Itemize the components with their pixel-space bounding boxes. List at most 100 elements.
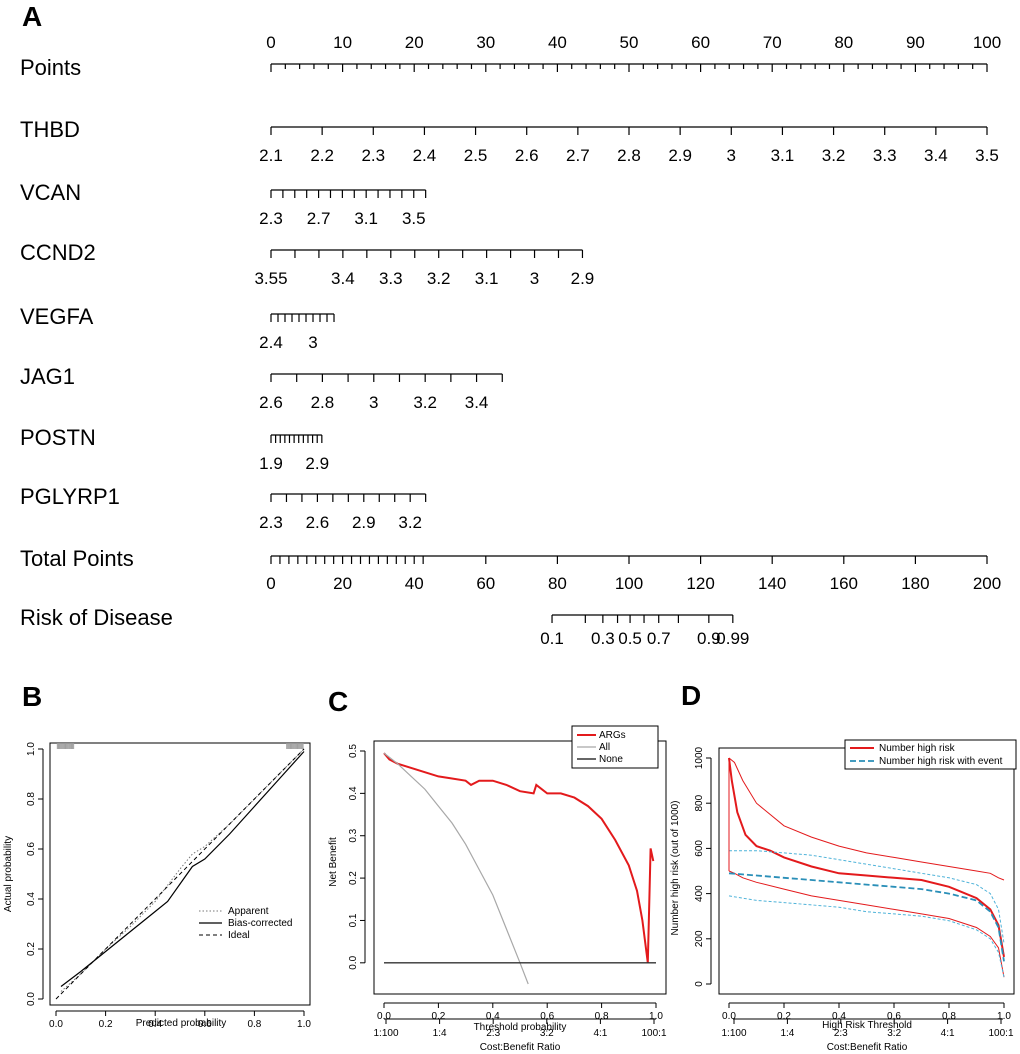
calibration-y-label: Actual probability — [3, 836, 14, 912]
risk-tick-label: 0.9 — [697, 629, 721, 648]
row-label-jag1: JAG1 — [20, 364, 75, 389]
ccnd2-tick-label: 3.4 — [331, 269, 355, 288]
thbd-tick-label: 2.2 — [310, 146, 334, 165]
thbd-tick-label: 3 — [727, 146, 736, 165]
row-label-total-points: Total Points — [20, 546, 134, 571]
vcan-tick-label: 2.7 — [307, 209, 331, 228]
dca-cost-benefit-label: 2:3 — [486, 1028, 500, 1039]
thbd-tick-label: 2.7 — [566, 146, 590, 165]
impact-line-number-high-risk-with-event-lower — [728, 895, 1005, 978]
calibration-y-tick-label: 0.4 — [26, 892, 37, 906]
calibration-x-label: Predicted probability — [136, 1018, 227, 1029]
calibration-x-tick-label: 1.0 — [297, 1019, 311, 1030]
calibration-legend-label: Ideal — [228, 930, 250, 941]
jag1-tick-label: 2.8 — [311, 393, 335, 412]
calibration-x-tick-label: 0.8 — [247, 1019, 261, 1030]
calibration-x-tick-label: 0.4 — [148, 1019, 162, 1030]
total-points-tick-label: 140 — [758, 574, 786, 593]
jag1-tick-label: 2.6 — [259, 393, 283, 412]
dca-y-tick-label: 0.0 — [348, 955, 359, 969]
total-points-tick-label: 200 — [973, 574, 1001, 593]
row-label-postn: POSTN — [20, 425, 96, 450]
dca-y-tick-label: 0.4 — [348, 786, 359, 800]
points-tick-label: 90 — [906, 33, 925, 52]
vcan-tick-label: 3.5 — [402, 209, 426, 228]
thbd-tick-label: 2.6 — [515, 146, 539, 165]
impact-y-tick-label: 0 — [694, 981, 705, 987]
risk-tick-label: 0.99 — [716, 629, 749, 648]
total-points-tick-label: 180 — [901, 574, 929, 593]
pglyrp1-tick-label: 2.6 — [306, 513, 330, 532]
row-label-ccnd2: CCND2 — [20, 240, 96, 265]
impact-cost-benefit-label: 3:2 — [887, 1028, 901, 1039]
impact-y-tick-label: 1000 — [694, 746, 705, 769]
impact-y-label: Number high risk (out of 1000) — [670, 800, 681, 935]
postn-tick-label: 2.9 — [305, 454, 329, 473]
row-label-risk-of-disease: Risk of Disease — [20, 605, 173, 630]
impact-x-tick-label: 0.6 — [887, 1011, 901, 1022]
impact-legend-label: Number high risk — [879, 743, 956, 754]
vcan-tick-label: 2.3 — [259, 209, 283, 228]
impact-cost-benefit-title: Cost:Benefit Ratio — [827, 1042, 908, 1053]
impact-line-number-high-risk — [728, 757, 1005, 958]
thbd-tick-label: 3.5 — [975, 146, 999, 165]
postn-tick-label: 1.9 — [259, 454, 283, 473]
dca-y-tick-label: 0.5 — [348, 744, 359, 758]
impact-y-tick-label: 400 — [694, 885, 705, 902]
points-tick-label: 80 — [834, 33, 853, 52]
row-label-pglyrp1: PGLYRP1 — [20, 484, 120, 509]
calibration-y-tick-label: 0.2 — [26, 942, 37, 956]
total-points-tick-label: 120 — [686, 574, 714, 593]
clinical-impact-plot: 0.0 0.2 0.4 0.6 0.8 1.0 0 200 400 600 800 1000 Numbe… — [670, 739, 1017, 1053]
vegfa-tick-label: 3 — [308, 333, 317, 352]
vegfa-tick-label: 2.4 — [259, 333, 283, 352]
thbd-tick-label: 2.1 — [259, 146, 283, 165]
panel-label-d: D — [681, 680, 701, 711]
thbd-tick-label: 2.5 — [464, 146, 488, 165]
dca-x-tick-label: 0.8 — [595, 1011, 609, 1022]
thbd-tick-label: 2.3 — [361, 146, 385, 165]
risk-tick-label: 0.1 — [540, 629, 564, 648]
points-tick-label: 10 — [333, 33, 352, 52]
dca-y-tick-label: 0.3 — [348, 828, 359, 842]
thbd-tick-label: 2.4 — [413, 146, 437, 165]
impact-x-label: High Risk Threshold — [822, 1020, 912, 1031]
thbd-tick-label: 3.2 — [822, 146, 846, 165]
impact-y-tick-label: 600 — [694, 840, 705, 857]
decision-curve-plot: 0.0 0.2 0.4 0.6 0.8 1.0 0.0 0.1 0.2 0.3 0.4 0.5 ARGs… — [328, 725, 667, 1053]
points-tick-label: 50 — [620, 33, 639, 52]
ccnd2-tick-label: 3.55 — [254, 269, 287, 288]
calibration-y-tick-label: 0.0 — [26, 992, 37, 1006]
dca-cost-benefit-label: 1:4 — [433, 1028, 447, 1039]
risk-tick-label: 0.7 — [647, 629, 671, 648]
calibration-line-ideal — [55, 748, 305, 1000]
dca-line-args — [383, 752, 655, 963]
impact-cost-benefit-label: 1:4 — [780, 1028, 794, 1039]
panel-label-a: A — [22, 1, 42, 32]
impact-cost-benefit-label: 100:1 — [988, 1028, 1013, 1039]
total-points-tick-label: 40 — [405, 574, 424, 593]
calibration-legend-label: Bias-corrected — [228, 918, 292, 929]
pglyrp1-tick-label: 3.2 — [398, 513, 422, 532]
dca-cost-benefit-label: 4:1 — [593, 1028, 607, 1039]
thbd-tick-label: 3.1 — [771, 146, 795, 165]
calibration-x-tick-label: 0.2 — [99, 1019, 113, 1030]
risk-tick-label: 0.3 — [591, 629, 615, 648]
dca-cost-benefit-title: Cost:Benefit Ratio — [480, 1042, 561, 1053]
calibration-x-tick-label: 0.0 — [49, 1019, 63, 1030]
impact-y-tick-label: 800 — [694, 794, 705, 811]
points-tick-label: 0 — [266, 33, 275, 52]
points-tick-label: 60 — [691, 33, 710, 52]
dca-frame — [373, 740, 667, 995]
dca-x-tick-label: 0.0 — [377, 1011, 391, 1022]
points-tick-label: 40 — [548, 33, 567, 52]
calibration-x-tick-label: 0.6 — [198, 1019, 212, 1030]
row-label-vcan: VCAN — [20, 180, 81, 205]
dca-legend-label: All — [599, 742, 610, 753]
impact-x-tick-label: 0.0 — [722, 1011, 736, 1022]
thbd-tick-label: 2.9 — [668, 146, 692, 165]
vcan-tick-label: 3.1 — [354, 209, 378, 228]
panel-label-b: B — [22, 681, 42, 712]
